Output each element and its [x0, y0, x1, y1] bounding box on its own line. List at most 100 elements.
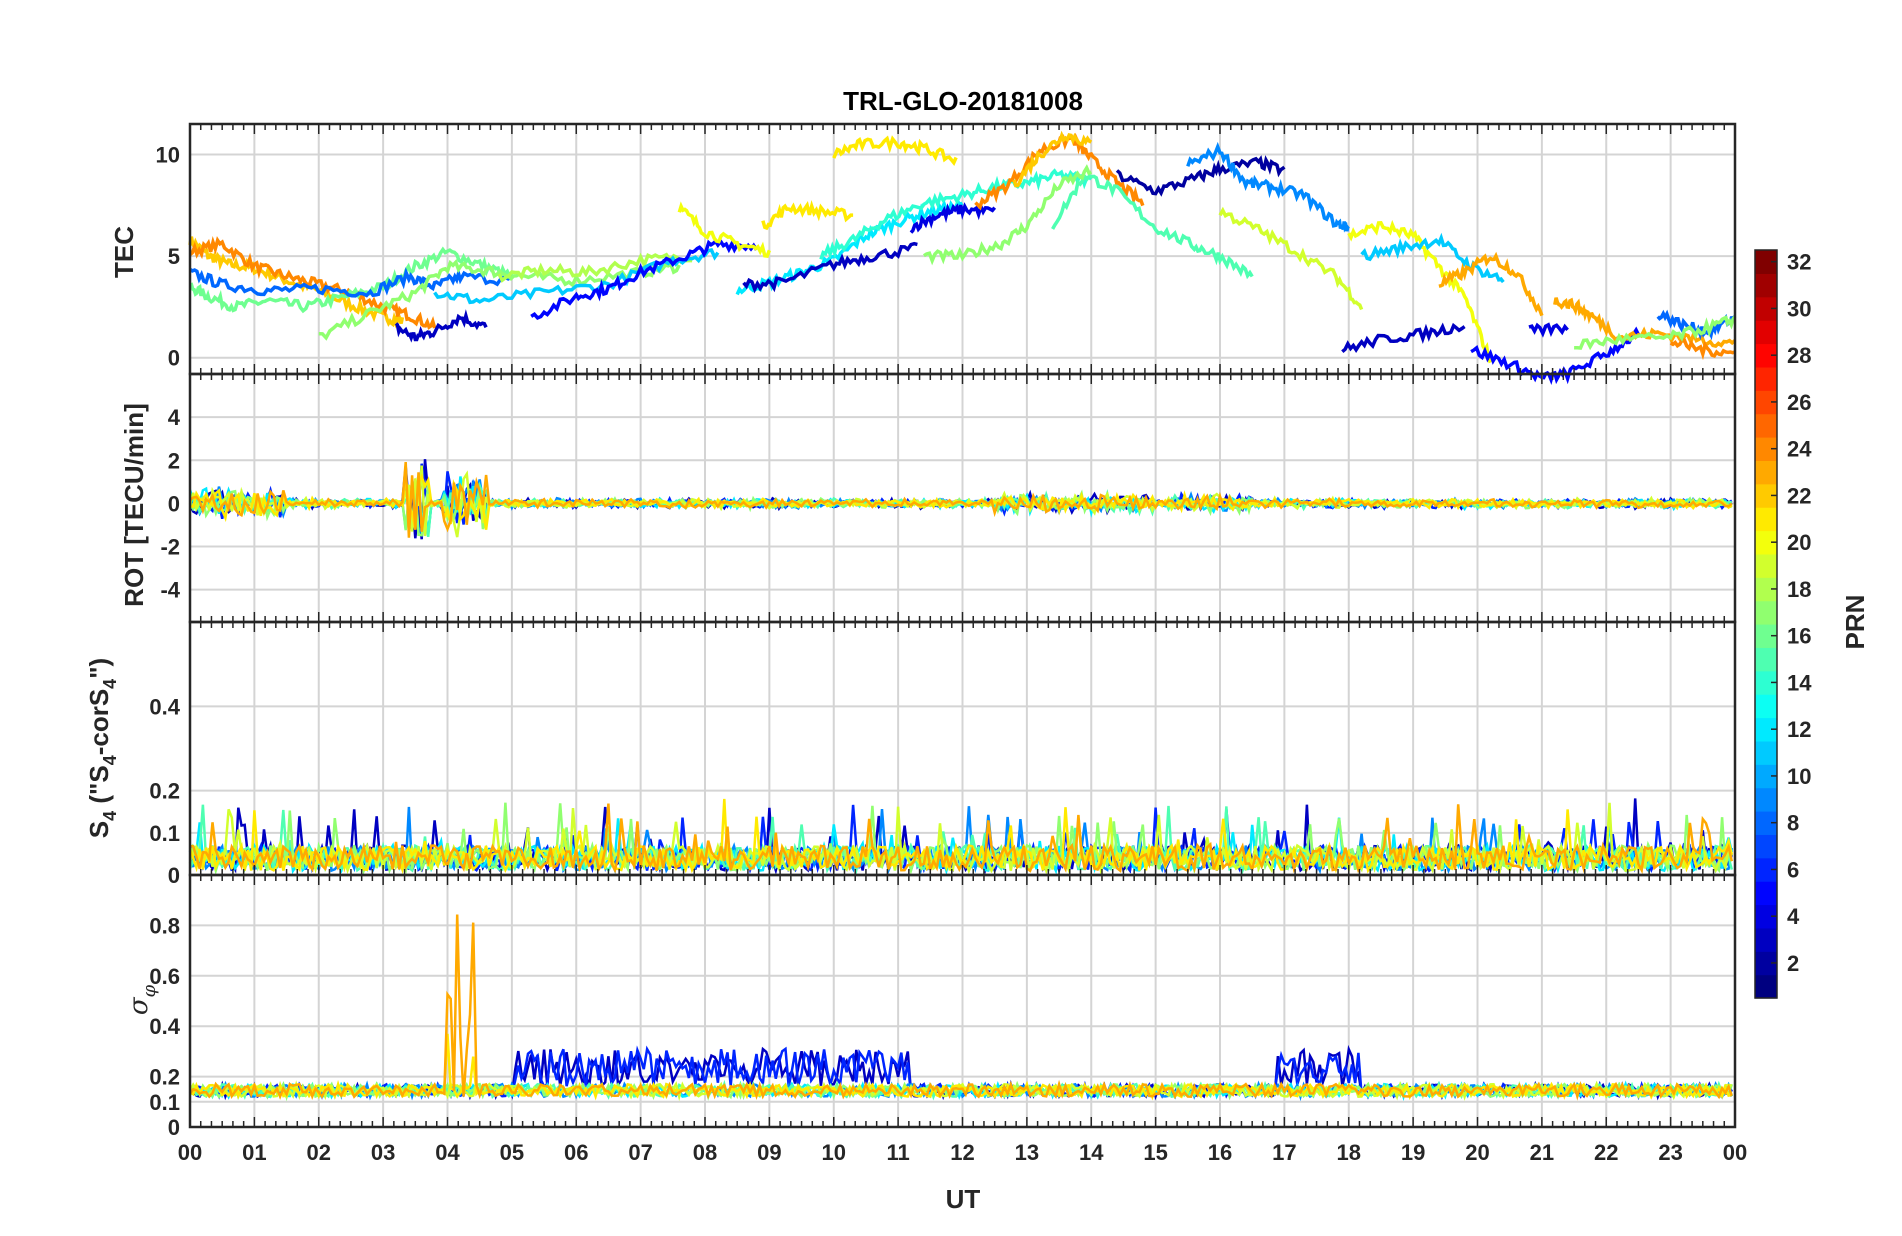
- series-line: [188, 236, 405, 329]
- series-line: [188, 914, 1733, 1101]
- colorbar-segment: [1755, 694, 1777, 719]
- series-line: [394, 309, 488, 343]
- x-tick-label: 01: [242, 1140, 266, 1165]
- colorbar-tick-label: 32: [1787, 250, 1811, 275]
- y-tick-label: 0: [168, 346, 180, 371]
- x-tick-label: 11: [886, 1140, 909, 1165]
- colorbar-segment: [1755, 951, 1777, 976]
- y-tick-label: 0.6: [149, 964, 180, 989]
- series-line: [189, 246, 514, 314]
- x-tick-label: 15: [1143, 1140, 1167, 1165]
- colorbar-tick-label: 26: [1787, 390, 1811, 415]
- series-line: [1186, 141, 1350, 233]
- series-line: [1051, 173, 1254, 280]
- panel-frame: [188, 873, 1737, 1129]
- y-tick-label: 5: [168, 244, 180, 269]
- colorbar-tick-label: 16: [1787, 624, 1811, 649]
- colorbar-segment: [1755, 647, 1777, 672]
- series-line: [1553, 297, 1737, 349]
- x-tick-label: 07: [628, 1140, 652, 1165]
- colorbar-segment: [1755, 787, 1777, 812]
- y-tick-label: 0.4: [149, 1014, 180, 1039]
- series-line: [1341, 322, 1466, 354]
- series-line: [497, 252, 693, 283]
- colorbar-segment: [1755, 577, 1777, 602]
- colorbar-label: PRN: [1840, 595, 1870, 650]
- x-tick-label: 21: [1530, 1140, 1554, 1165]
- s4-panel: 0 0.1 0.2 0.4: [149, 620, 1737, 888]
- colorbar-segment: [1755, 811, 1777, 835]
- y-tick-label: 0: [168, 1115, 180, 1140]
- y-tick-label: -2: [160, 535, 180, 560]
- colorbar-segment: [1755, 974, 1777, 999]
- colorbar-segment: [1755, 624, 1777, 648]
- rot-panel: -4 -2 0 2 4: [160, 372, 1737, 624]
- colorbar-tick-label: 8: [1787, 811, 1799, 836]
- colorbar-segment: [1755, 530, 1777, 555]
- y-tick-label: 0.4: [149, 694, 180, 719]
- x-tick-label: 03: [371, 1140, 395, 1165]
- series-line: [189, 803, 1734, 875]
- y-tick-label: 0.1: [149, 821, 180, 846]
- series-line: [1218, 206, 1364, 311]
- colorbar-segment: [1755, 717, 1777, 742]
- x-tick-label: 14: [1079, 1140, 1104, 1165]
- x-tick-label: 12: [950, 1140, 974, 1165]
- sigma-phi-axis-label: σφ: [124, 984, 160, 1015]
- colorbar-tick-label: 22: [1787, 483, 1811, 508]
- colorbar-tick-label: 24: [1787, 437, 1812, 462]
- series-line: [1347, 219, 1492, 364]
- x-tick-label: 00: [178, 1140, 202, 1165]
- x-tick-label: 23: [1658, 1140, 1682, 1165]
- s4-axis-label: S4 ("S4-corS4"): [84, 658, 120, 838]
- series-line: [189, 461, 1733, 538]
- colorbar-segment: [1755, 507, 1777, 532]
- colorbar-tick-label: 28: [1787, 343, 1811, 368]
- x-axis-label: UT: [946, 1184, 981, 1214]
- series-line: [1528, 322, 1569, 338]
- y-tick-label: -4: [160, 578, 180, 603]
- x-tick-label: 17: [1272, 1140, 1296, 1165]
- svg-text:σφ: σφ: [124, 984, 160, 1015]
- x-tick-label: 10: [822, 1140, 846, 1165]
- series-line: [761, 199, 854, 231]
- x-tick-label: 13: [1015, 1140, 1039, 1165]
- chart-title: TRL-GLO-20181008: [843, 86, 1083, 116]
- series-line: [922, 164, 1093, 266]
- x-tick-labels: 00 01 02 03 04 05 06 07 08 09 10 11 12 13 14 15 16 17 18 19…: [178, 1140, 1747, 1165]
- x-tick-label: 05: [500, 1140, 524, 1165]
- series-line: [318, 259, 681, 341]
- x-tick-label: 02: [307, 1140, 331, 1165]
- y-tick-label: 0: [168, 863, 180, 888]
- rot-axis-label: ROT [TECU/min]: [119, 403, 149, 607]
- series-line: [1012, 130, 1093, 188]
- x-tick-label: 04: [435, 1140, 460, 1165]
- colorbar-segment: [1755, 366, 1777, 391]
- colorbar-segment: [1755, 834, 1777, 859]
- colorbar-segment: [1755, 273, 1777, 298]
- series-line: [189, 266, 513, 298]
- y-tick-label: 0.2: [149, 779, 180, 804]
- series-line: [188, 798, 1734, 875]
- colorbar-segment: [1755, 881, 1777, 906]
- colorbar-segment: [1755, 857, 1777, 882]
- series-line: [188, 236, 437, 330]
- x-tick-label: 18: [1337, 1140, 1361, 1165]
- x-tick-label: 06: [564, 1140, 588, 1165]
- x-tick-label: 00: [1723, 1140, 1747, 1165]
- colorbar-tick-label: 4: [1787, 904, 1800, 929]
- colorbar-segment: [1755, 413, 1777, 438]
- colorbar-segment: [1755, 553, 1777, 578]
- colorbar-segment: [1755, 437, 1777, 461]
- series-line: [1360, 232, 1505, 284]
- x-tick-label: 16: [1208, 1140, 1232, 1165]
- colorbar-segment: [1755, 764, 1777, 789]
- series-line: [742, 241, 918, 294]
- series-line: [1438, 251, 1544, 317]
- colorbar-tick-label: 10: [1787, 764, 1811, 789]
- colorbar-segment: [1755, 296, 1777, 321]
- y-tick-label: 4: [168, 405, 181, 430]
- x-tick-label: 19: [1401, 1140, 1425, 1165]
